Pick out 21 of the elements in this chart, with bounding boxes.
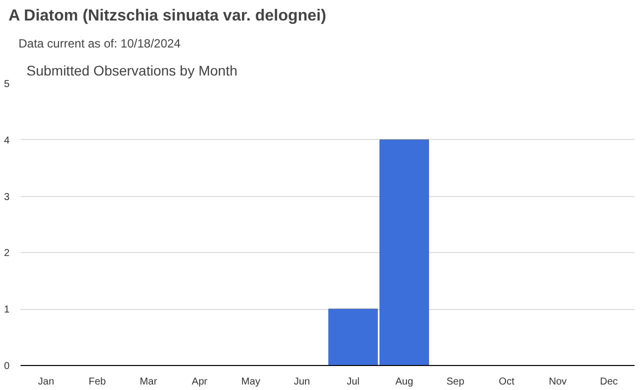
- y-tick-label: 2: [4, 248, 10, 260]
- x-tick-label: Feb: [88, 376, 106, 388]
- x-tick-label: May: [241, 376, 260, 388]
- x-tick-label: Mar: [140, 376, 158, 388]
- y-tick-label: 5: [4, 79, 10, 90]
- x-tick-label: Sep: [446, 376, 465, 388]
- chart-title: A Diatom (Nitzschia sinuata var. delognei): [8, 8, 326, 24]
- y-tick-label: 1: [4, 304, 10, 316]
- x-tick-label: Jan: [38, 376, 54, 388]
- x-tick-label: Oct: [498, 376, 515, 388]
- y-tick-label: 0: [4, 361, 10, 372]
- text: Submitted Observations by Month: [26, 62, 238, 78]
- x-tick-label: Jun: [294, 376, 310, 388]
- x-tick-label: Nov: [548, 376, 567, 388]
- chart-subtitle: Data current as of: 10/18/2024: [18, 36, 181, 50]
- x-tick-label: Apr: [192, 376, 208, 388]
- x-tick-label: Jul: [346, 376, 360, 388]
- y-tick-label: 3: [4, 192, 10, 203]
- x-tick-label: Dec: [600, 376, 618, 388]
- y-tick-label: 4: [4, 135, 10, 146]
- x-tick-label: Aug: [395, 376, 414, 388]
